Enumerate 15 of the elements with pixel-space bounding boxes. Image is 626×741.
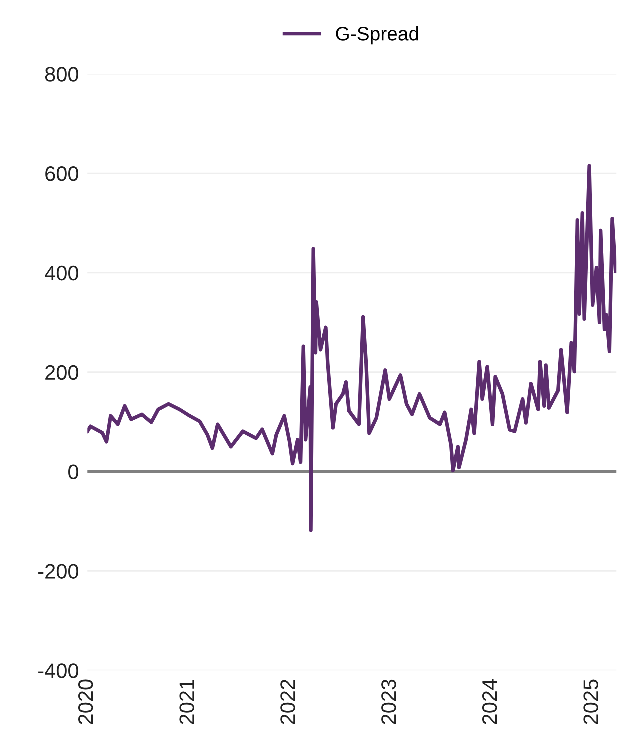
x-tick-label: 2020 <box>78 680 94 724</box>
line-series <box>88 164 617 532</box>
y-tick-label: 400 <box>45 266 78 281</box>
x-tick-label: 2021 <box>180 680 194 724</box>
legend-label: G-Spread <box>336 26 418 45</box>
y-tick-label: 200 <box>46 365 78 380</box>
y-tick-label: 0 <box>68 464 78 480</box>
y-tick-label: 600 <box>46 166 78 182</box>
x-tick-label: 2025 <box>584 680 598 724</box>
x-tick-label: 2022 <box>280 680 296 724</box>
y-tick-label: -400 <box>38 664 78 678</box>
x-tick-label: 2024 <box>482 680 498 724</box>
y-tick-label: 800 <box>45 67 78 82</box>
y-tick-label: -200 <box>38 564 78 579</box>
x-tick-label: 2023 <box>382 680 396 724</box>
